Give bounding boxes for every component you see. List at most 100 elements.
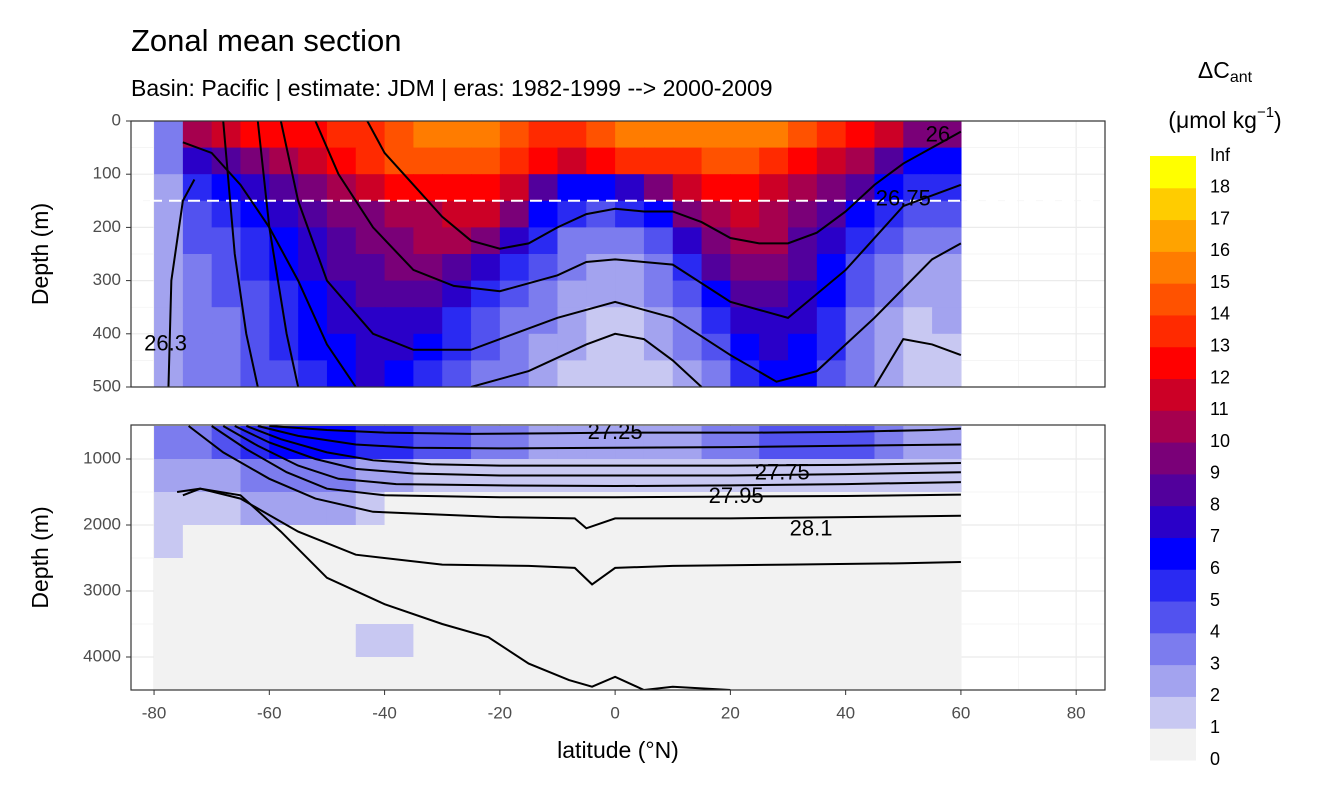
field-cell bbox=[701, 590, 731, 625]
field-cell bbox=[788, 656, 818, 690]
field-cell bbox=[413, 333, 443, 361]
field-cell bbox=[384, 557, 415, 592]
field-cell bbox=[932, 174, 962, 202]
legend-label: 6 bbox=[1210, 558, 1220, 578]
field-cell bbox=[413, 360, 443, 387]
field-cell bbox=[874, 590, 904, 625]
field-cell bbox=[932, 147, 962, 175]
field-cell bbox=[384, 491, 415, 526]
field-cell bbox=[384, 254, 415, 282]
field-cell bbox=[615, 557, 645, 592]
field-cell bbox=[471, 280, 501, 308]
field-cell bbox=[326, 623, 357, 658]
field-cell bbox=[269, 491, 299, 526]
field-cell bbox=[816, 590, 847, 625]
field-cell bbox=[298, 623, 328, 658]
field-cell bbox=[499, 656, 530, 690]
field-cell bbox=[471, 121, 501, 149]
field-cell bbox=[499, 425, 530, 460]
field-cell bbox=[326, 121, 357, 149]
field-cell bbox=[586, 174, 616, 202]
field-cell bbox=[499, 174, 530, 202]
field-cell bbox=[471, 174, 501, 202]
field-cell bbox=[182, 491, 213, 526]
field-cell bbox=[269, 524, 299, 559]
field-cell bbox=[442, 254, 472, 282]
field-cell bbox=[874, 307, 904, 335]
field-cell bbox=[298, 147, 328, 175]
field-cell bbox=[672, 590, 703, 625]
legend-swatch bbox=[1150, 601, 1196, 634]
field-cell bbox=[643, 174, 674, 202]
field-cell bbox=[499, 254, 530, 282]
field-cell bbox=[269, 227, 299, 255]
field-cell bbox=[326, 307, 357, 335]
field-cell bbox=[586, 590, 616, 625]
legend-swatch bbox=[1150, 442, 1196, 475]
field-cell bbox=[154, 656, 184, 690]
field-cell bbox=[326, 491, 357, 526]
field-cell bbox=[816, 491, 847, 526]
field-cell bbox=[442, 524, 472, 559]
legend-swatch bbox=[1150, 187, 1196, 221]
field-cell bbox=[615, 590, 645, 625]
field-cell bbox=[442, 174, 472, 202]
field-cell bbox=[874, 524, 904, 559]
legend-swatch bbox=[1150, 251, 1196, 284]
field-cell bbox=[672, 280, 703, 308]
field-cell bbox=[499, 524, 530, 559]
field-cell bbox=[816, 360, 847, 387]
field-cell bbox=[643, 360, 674, 387]
field-cell bbox=[845, 590, 876, 625]
field-cell bbox=[326, 254, 357, 282]
field-cell bbox=[788, 590, 818, 625]
field-cell bbox=[326, 333, 357, 361]
field-cell bbox=[845, 280, 876, 308]
legend-title-sub: ant bbox=[1230, 69, 1253, 86]
field-cell bbox=[586, 656, 616, 690]
field-cell bbox=[499, 360, 530, 387]
field-cell bbox=[298, 333, 328, 361]
contour-line bbox=[257, 425, 961, 450]
y-tick-label: 3000 bbox=[83, 580, 121, 599]
field-cell bbox=[932, 557, 962, 592]
field-cell bbox=[355, 524, 386, 559]
legend-swatch bbox=[1150, 156, 1196, 189]
field-cell bbox=[643, 425, 674, 460]
field-cell bbox=[528, 147, 559, 175]
field-cell bbox=[384, 121, 415, 149]
legend-label: 10 bbox=[1210, 431, 1230, 451]
field-cell bbox=[730, 333, 760, 361]
field-cell bbox=[240, 524, 270, 559]
field-cell bbox=[154, 458, 184, 493]
contour-label: 27.95 bbox=[709, 483, 764, 508]
field-cell bbox=[701, 254, 731, 282]
field-cell bbox=[788, 200, 818, 228]
field-cell bbox=[154, 623, 184, 658]
field-cell bbox=[615, 254, 645, 282]
y-tick-label: 1000 bbox=[83, 448, 121, 467]
field-cell bbox=[788, 147, 818, 175]
contour-line bbox=[182, 487, 731, 690]
field-cell bbox=[557, 425, 587, 460]
field-cell bbox=[903, 227, 933, 255]
field-cell bbox=[471, 307, 501, 335]
field: 26.3 26 26.75 bbox=[131, 121, 1105, 387]
field-cell bbox=[413, 121, 443, 149]
field-cell bbox=[413, 623, 443, 658]
field-cell bbox=[211, 307, 242, 335]
field-cell bbox=[672, 121, 703, 149]
contour-line bbox=[873, 338, 962, 387]
field-cell bbox=[355, 333, 386, 361]
field-cell bbox=[442, 121, 472, 149]
field-cell bbox=[384, 280, 415, 308]
field-cell bbox=[643, 557, 674, 592]
field-cell bbox=[816, 147, 847, 175]
field-cell bbox=[788, 254, 818, 282]
y-tick-label: 0 bbox=[112, 110, 121, 129]
field-cell bbox=[701, 333, 731, 361]
field-cell bbox=[759, 174, 789, 202]
field-cell bbox=[384, 524, 415, 559]
field-cell bbox=[182, 280, 213, 308]
field-cell bbox=[240, 623, 270, 658]
